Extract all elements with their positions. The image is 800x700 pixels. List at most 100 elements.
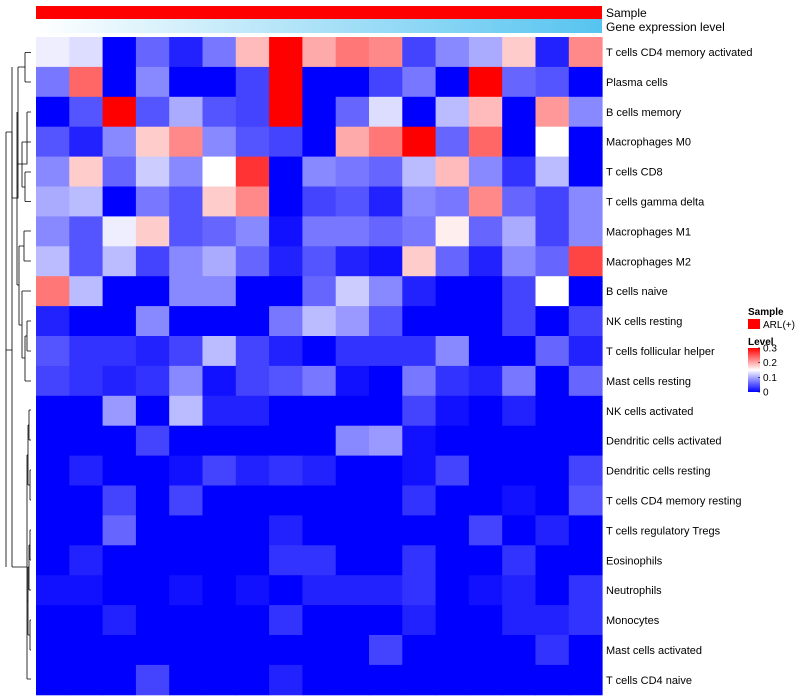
row-label: Plasma cells — [606, 77, 668, 89]
heatmap-cell — [69, 485, 104, 516]
level-legend-ticks: 0.3 0.2 0.1 0 — [758, 344, 777, 399]
heatmap-cell — [36, 425, 70, 457]
heatmap-cell — [568, 545, 603, 576]
heatmap-cell — [302, 126, 337, 158]
heatmap-cell — [69, 605, 104, 636]
heatmap-cell — [135, 455, 170, 486]
row-label: NK cells activated — [606, 406, 693, 418]
heatmap-cell — [202, 485, 237, 516]
heatmap-cell — [202, 605, 237, 636]
heatmap-cell — [568, 216, 603, 247]
row-labels: T cells CD4 memory activated Plasma cells… — [606, 47, 753, 687]
heatmap-cell — [36, 575, 70, 606]
heatmap-cell — [235, 156, 270, 187]
heatmap-cell — [269, 635, 303, 666]
heatmap-cell — [502, 605, 536, 636]
heatmap-cell — [135, 545, 170, 576]
heatmap-cell — [36, 485, 70, 516]
heatmap-cell — [36, 515, 70, 546]
heatmap-cell — [36, 664, 70, 696]
heatmap-cell — [269, 66, 303, 98]
heatmap-cell — [102, 365, 137, 397]
heatmap-cell — [235, 395, 270, 427]
heatmap-cell — [435, 515, 470, 546]
sample-legend-swatch — [748, 319, 760, 329]
heatmap-cell — [435, 365, 470, 397]
heatmap-cell — [535, 635, 570, 666]
heatmap-cell — [69, 575, 104, 606]
heatmap-cell — [302, 186, 337, 217]
heatmap-cell — [135, 66, 170, 98]
heatmap-cell — [135, 156, 170, 187]
heatmap-cell — [135, 96, 170, 128]
heatmap-cell — [302, 276, 337, 307]
heatmap-cell — [568, 365, 603, 397]
heatmap-cell — [269, 216, 303, 247]
heatmap-cell — [102, 216, 137, 247]
heatmap-cell — [102, 37, 137, 68]
heatmap-cell — [568, 515, 603, 546]
heatmap-cell — [235, 365, 270, 397]
heatmap-cell — [235, 276, 270, 307]
heatmap-cell — [235, 545, 270, 576]
heatmap-cell — [302, 336, 337, 367]
heatmap-cell — [535, 425, 570, 457]
row-label: Mast cells resting — [606, 376, 691, 388]
heatmap-cell — [435, 425, 470, 457]
sample-annotation-bar — [36, 6, 602, 19]
heatmap-cell — [468, 365, 503, 397]
heatmap-cell — [69, 664, 104, 696]
heatmap-cell — [102, 635, 137, 666]
heatmap-cell — [102, 605, 137, 636]
heatmap-cell — [502, 276, 536, 307]
heatmap-cell — [402, 605, 437, 636]
heatmap-cell — [69, 96, 104, 128]
heatmap-cell — [435, 455, 470, 486]
level-legend-title: Level — [748, 337, 774, 348]
heatmap-cell — [235, 605, 270, 636]
heatmap-cell — [435, 186, 470, 217]
heatmap-cell — [269, 186, 303, 217]
heatmap-cell — [568, 96, 603, 128]
heatmap-cell — [69, 545, 104, 576]
heatmap-cell — [36, 66, 70, 98]
heatmap-cell — [402, 37, 437, 68]
heatmap-cell — [535, 306, 570, 337]
heatmap-cell — [468, 664, 503, 696]
sample-legend-title: Sample — [748, 307, 784, 318]
heatmap-cells — [36, 37, 603, 696]
heatmap-cell — [369, 485, 403, 516]
heatmap-cell — [335, 425, 370, 457]
heatmap-cell — [568, 66, 603, 98]
heatmap-cell — [402, 246, 437, 277]
heatmap-cell — [102, 276, 137, 307]
heatmap-cell — [502, 96, 536, 128]
heatmap-cell — [502, 664, 536, 696]
heatmap-cell — [535, 664, 570, 696]
heatmap-cell — [435, 66, 470, 98]
sample-legend-label: ARL(+) — [763, 320, 795, 331]
heatmap-cell — [402, 96, 437, 128]
heatmap-cell — [302, 156, 337, 187]
heatmap-cell — [502, 395, 536, 427]
heatmap-cell — [369, 545, 403, 576]
heatmap-cell — [369, 575, 403, 606]
heatmap-cell — [335, 126, 370, 158]
heatmap-cell — [69, 515, 104, 546]
heatmap-cell — [202, 216, 237, 247]
heatmap-cell — [468, 425, 503, 457]
row-label: Dendritic cells activated — [606, 436, 722, 448]
heatmap-cell — [169, 336, 203, 367]
heatmap-cell — [102, 515, 137, 546]
heatmap-cell — [69, 365, 104, 397]
heatmap-cell — [202, 515, 237, 546]
heatmap-cell — [135, 216, 170, 247]
heatmap-cell — [502, 306, 536, 337]
heatmap-cell — [235, 455, 270, 486]
heatmap-cell — [435, 246, 470, 277]
heatmap-cell — [335, 276, 370, 307]
dendrogram-branch — [17, 111, 31, 202]
heatmap-cell — [535, 276, 570, 307]
heatmap-cell — [402, 635, 437, 666]
heatmap-cell — [202, 37, 237, 68]
